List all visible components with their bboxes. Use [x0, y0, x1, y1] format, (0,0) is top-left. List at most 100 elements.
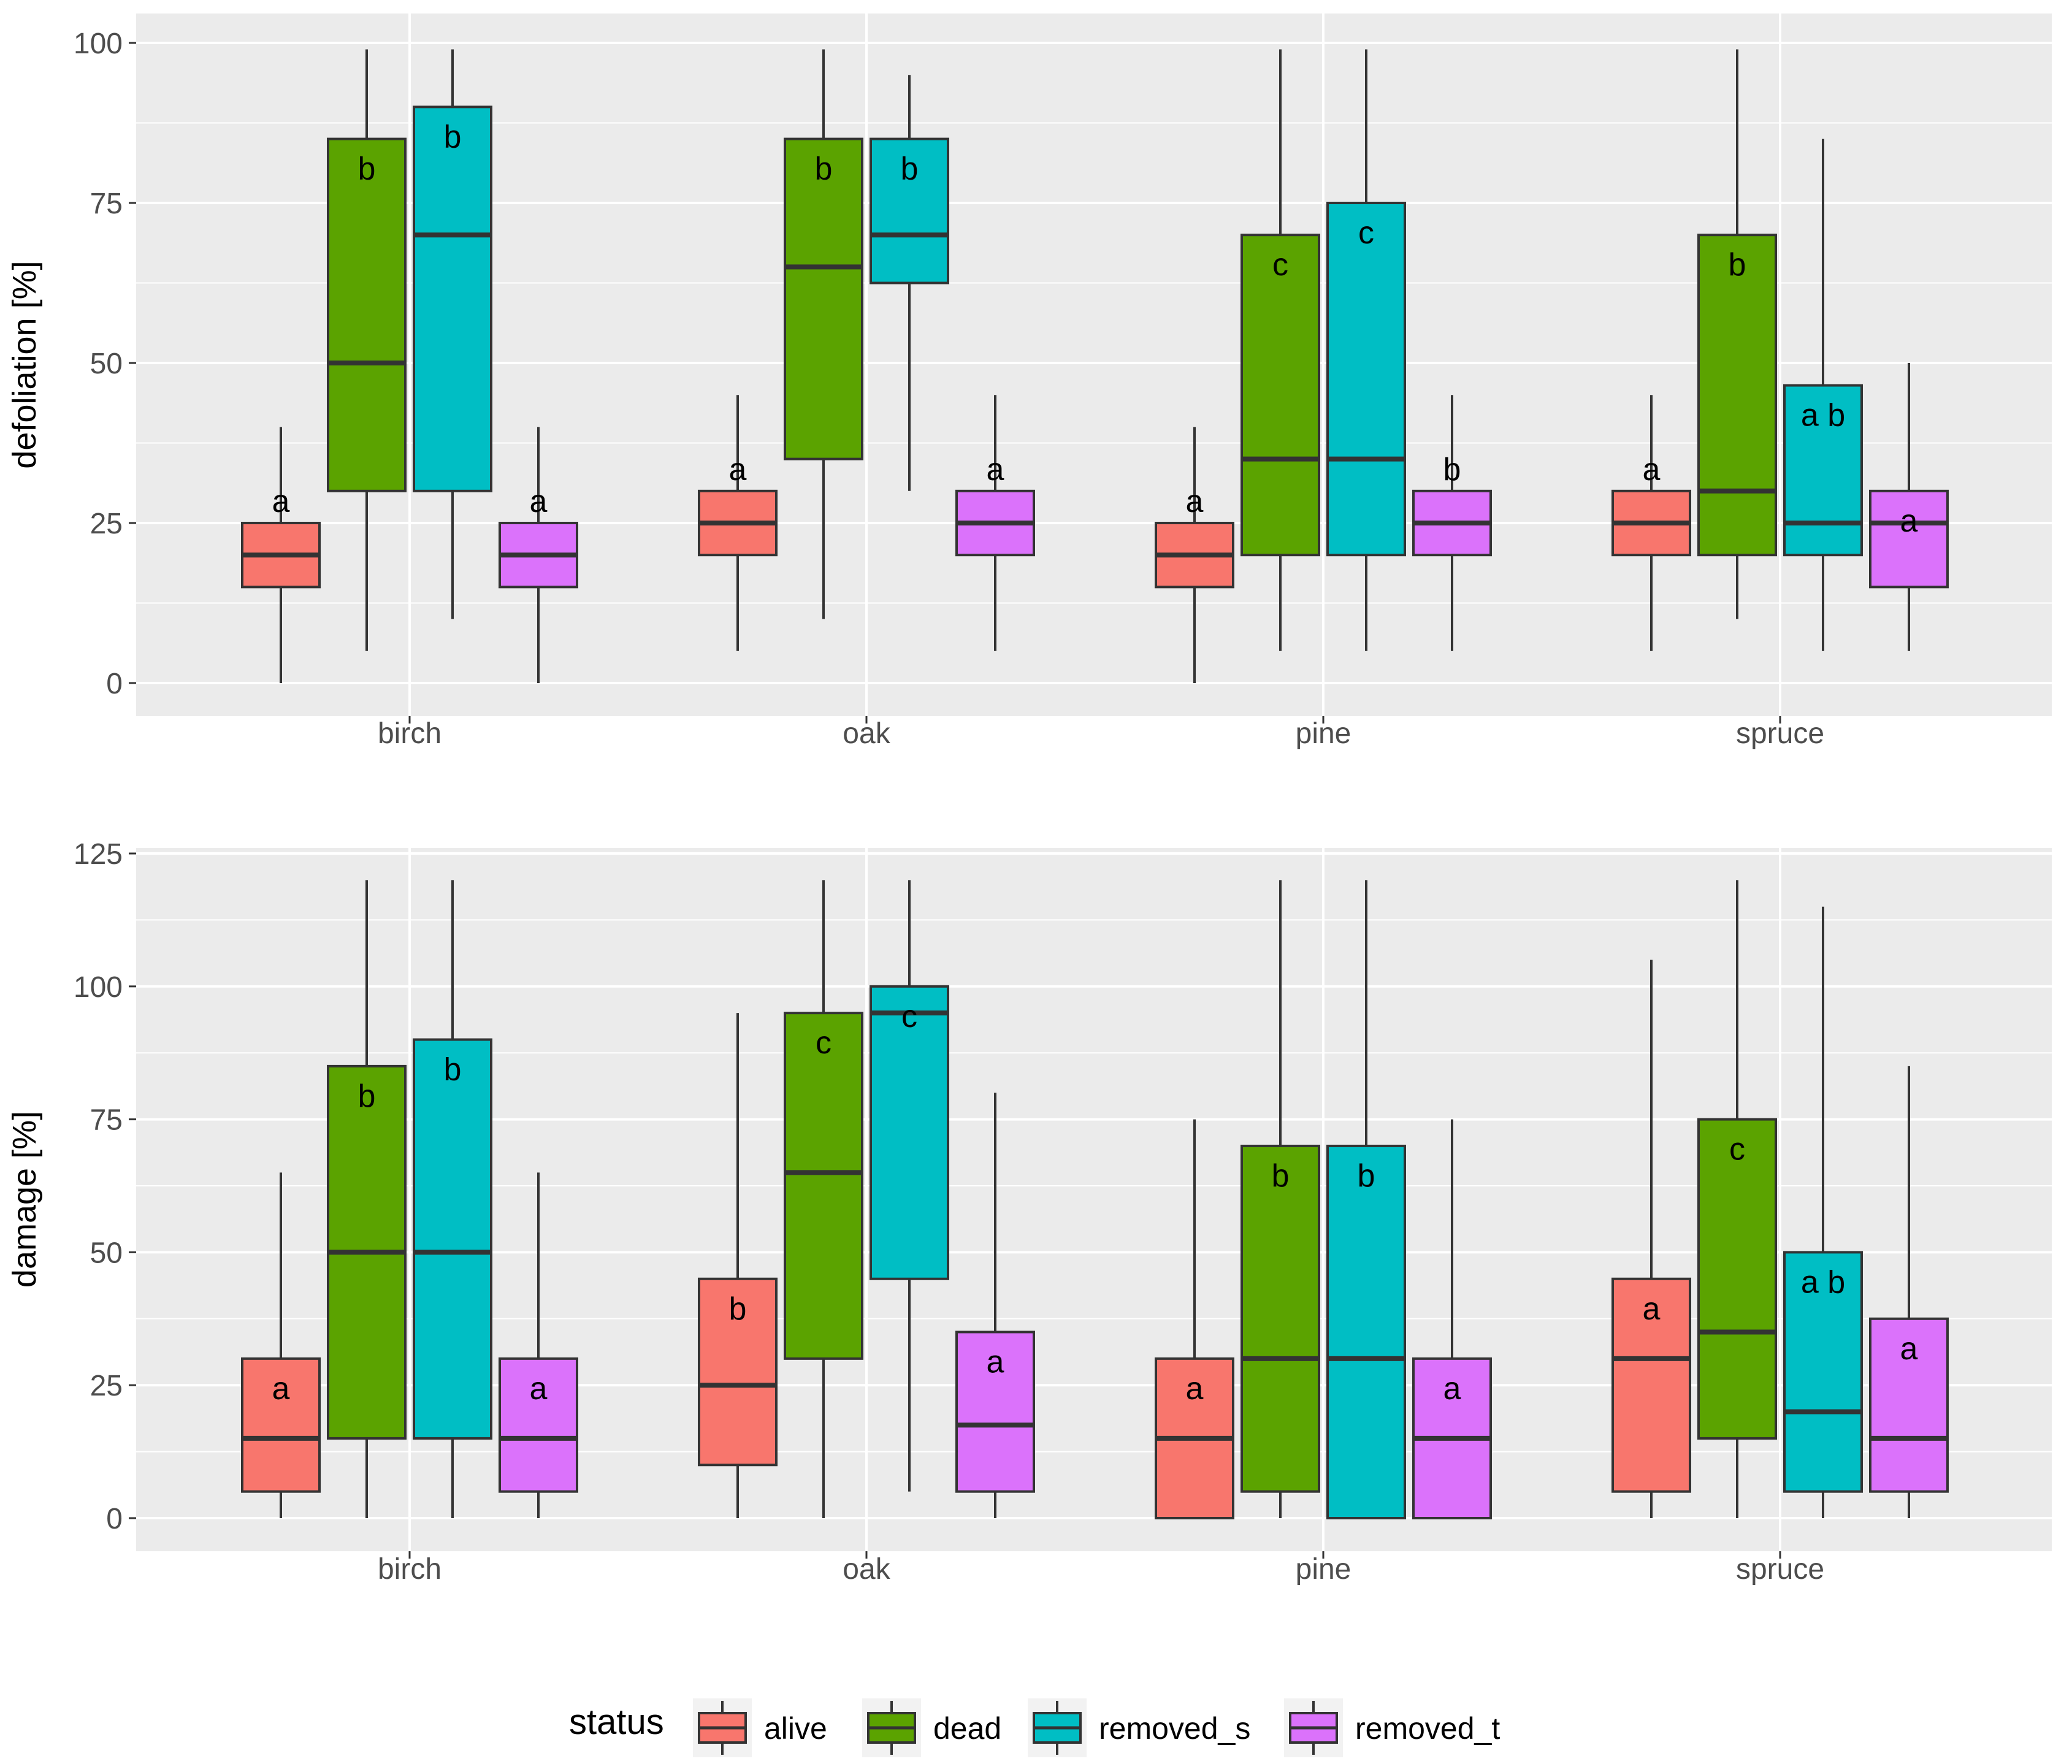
- significance-letter: b: [1729, 247, 1746, 283]
- significance-letter: a: [1643, 452, 1661, 487]
- y-axis-title: damage [%]: [6, 1111, 43, 1288]
- y-tick-label: 75: [90, 1104, 123, 1137]
- box-oak-removed_s: c: [870, 880, 949, 1492]
- box-body: [870, 137, 949, 284]
- box-body: [870, 985, 949, 1280]
- box-birch-dead: b: [327, 880, 407, 1518]
- y-tick-label: 25: [90, 508, 123, 540]
- box-birch-dead: b: [327, 49, 407, 651]
- legend-item-alive: alive: [693, 1698, 827, 1757]
- box-spruce-removed_t: a: [1869, 363, 1949, 651]
- y-tick-label: 125: [74, 838, 123, 871]
- significance-letter: b: [1358, 1158, 1375, 1194]
- box-pine-dead: b: [1241, 880, 1320, 1518]
- defoliation-panel: 0 25 50 75 100 birch oak pine spruce defoliation …: [6, 13, 2052, 750]
- box-oak-dead: c: [784, 880, 863, 1518]
- box-birch-removed_s: b: [413, 880, 492, 1518]
- x-tick-label-oak: oak: [843, 717, 890, 750]
- y-tick-label: 50: [90, 348, 123, 380]
- significance-letter: c: [1729, 1132, 1745, 1167]
- y-tick-label: 50: [90, 1237, 123, 1269]
- box-body: [1869, 489, 1949, 589]
- significance-letter: a b: [1801, 1264, 1845, 1300]
- box-birch-removed_t: a: [499, 1172, 578, 1518]
- box-body: [1326, 202, 1406, 557]
- x-tick-label-birch: birch: [378, 1553, 442, 1586]
- legend-label: dead: [933, 1711, 1001, 1746]
- box-pine-alive: a: [1155, 427, 1234, 683]
- significance-letter: a: [729, 452, 747, 487]
- significance-letter: b: [358, 1079, 376, 1114]
- significance-letter: a: [272, 484, 290, 519]
- significance-letter: b: [729, 1291, 747, 1327]
- significance-letter: c: [816, 1025, 831, 1061]
- significance-letter: a: [1443, 1371, 1461, 1407]
- significance-letter: b: [358, 151, 376, 187]
- x-tick-label-spruce: spruce: [1736, 717, 1824, 750]
- x-tick-label-pine: pine: [1296, 1553, 1351, 1586]
- legend-label: removed_t: [1355, 1711, 1500, 1746]
- box-body: [1783, 1251, 1863, 1493]
- box-spruce-removed_s: a b: [1783, 139, 1863, 651]
- box-pine-removed_s: b: [1326, 880, 1406, 1519]
- legend-title: status: [569, 1702, 664, 1742]
- box-oak-dead: b: [784, 49, 863, 619]
- box-body: [1241, 234, 1320, 557]
- significance-letter: a: [530, 1371, 548, 1407]
- box-spruce-removed_t: a: [1869, 1066, 1949, 1518]
- significance-letter: a: [1186, 1371, 1204, 1407]
- y-tick-label: 0: [106, 1503, 123, 1535]
- damage-panel: 0 25 50 75 100 125 birch oak pine spruce damage [%…: [6, 838, 2052, 1586]
- box-spruce-dead: c: [1697, 880, 1777, 1518]
- significance-letter: b: [901, 151, 919, 187]
- significance-letter: b: [444, 119, 462, 155]
- box-oak-alive: a: [698, 395, 778, 651]
- significance-letter: a: [1186, 484, 1204, 519]
- box-oak-removed_s: b: [870, 75, 949, 491]
- box-body: [698, 1277, 778, 1467]
- y-axis-title: defoliation [%]: [6, 261, 43, 468]
- box-spruce-dead: b: [1697, 49, 1777, 619]
- box-body: [1241, 1144, 1320, 1493]
- box-pine-removed_t: a: [1412, 1119, 1492, 1520]
- significance-letter: b: [444, 1052, 462, 1088]
- box-spruce-removed_s: a b: [1783, 906, 1863, 1518]
- box-oak-alive: b: [698, 1013, 778, 1518]
- box-birch-alive: a: [241, 427, 321, 683]
- box-body: [1611, 1277, 1691, 1493]
- legend-label: alive: [764, 1711, 827, 1746]
- significance-letter: a: [987, 1344, 1004, 1380]
- significance-letter: c: [1358, 215, 1374, 251]
- legend: status alive dead removed_s removed_t: [569, 1698, 1500, 1757]
- box-body: [784, 137, 863, 460]
- significance-letter: a: [987, 452, 1004, 487]
- box-body: [241, 1357, 321, 1493]
- y-tick-label: 100: [74, 28, 123, 60]
- significance-letter: c: [901, 999, 917, 1034]
- y-tick-label: 100: [74, 971, 123, 1004]
- box-body: [413, 1038, 492, 1440]
- significance-letter: b: [1272, 1158, 1290, 1194]
- box-body: [1697, 234, 1777, 557]
- box-body: [955, 1331, 1035, 1493]
- significance-letter: a: [272, 1371, 290, 1407]
- box-pine-removed_s: c: [1326, 49, 1406, 651]
- box-body: [1869, 1317, 1949, 1493]
- y-tick-label: 0: [106, 668, 123, 700]
- box-body: [1326, 1144, 1406, 1519]
- significance-letter: a: [1643, 1291, 1661, 1327]
- box-spruce-alive: a: [1611, 960, 1691, 1518]
- x-tick-label-pine: pine: [1296, 717, 1351, 750]
- significance-letter: c: [1272, 247, 1288, 283]
- legend-label: removed_s: [1099, 1711, 1250, 1746]
- y-tick-label: 25: [90, 1370, 123, 1402]
- legend-item-removed_t: removed_t: [1284, 1698, 1500, 1757]
- box-body: [327, 137, 407, 492]
- box-pine-removed_t: b: [1412, 395, 1492, 651]
- legend-item-removed_s: removed_s: [1028, 1698, 1250, 1757]
- box-birch-alive: a: [241, 1172, 321, 1518]
- box-oak-removed_t: a: [955, 395, 1035, 651]
- box-spruce-alive: a: [1611, 395, 1691, 651]
- x-tick-label-oak: oak: [843, 1553, 890, 1586]
- legend-item-dead: dead: [862, 1698, 1001, 1757]
